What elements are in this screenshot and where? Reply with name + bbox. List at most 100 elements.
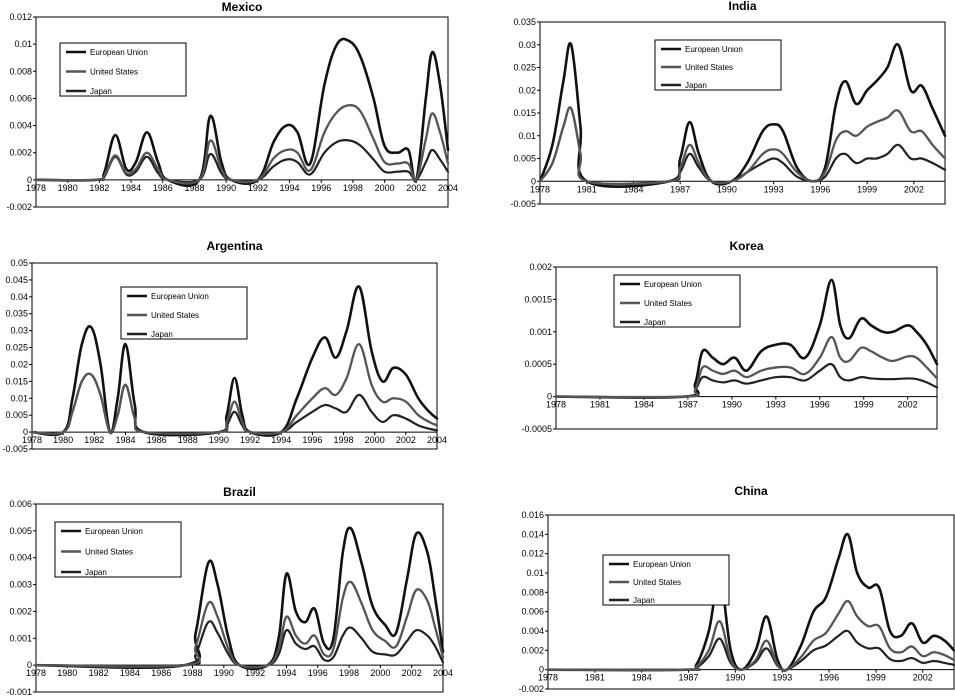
y-tick-label: 0: [27, 175, 32, 185]
x-tick-label: 1988: [183, 668, 203, 678]
y-tick-label: 0.005: [9, 526, 32, 536]
x-tick-label: 1990: [216, 183, 236, 193]
y-tick-label: 0.008: [521, 587, 544, 597]
chart-title: Brazil: [223, 485, 256, 499]
series-line-united-states: [538, 106, 947, 186]
chart-argentina: Argentina -0.005 0 0.005 0.01 0.015 0.02 0.025 0…: [2, 239, 447, 454]
x-tick-label: 1982: [89, 668, 109, 678]
legend-label: United States: [644, 299, 692, 308]
legend-label: European Union: [685, 45, 743, 54]
y-tick-label: 0.0015: [524, 294, 552, 304]
y-tick-label: 0: [547, 392, 552, 402]
y-tick-label: 0.005: [513, 154, 536, 164]
x-tick-label: 1993: [766, 400, 786, 410]
x-tick-label: 1996: [810, 400, 830, 410]
x-tick-label: 1980: [57, 668, 77, 678]
x-tick-label: 2000: [370, 668, 390, 678]
legend: European Union United States Japan: [602, 554, 730, 606]
x-tick-label: 1984: [634, 400, 654, 410]
x-tick-label: 1984: [121, 183, 141, 193]
y-tick-label: -0.005: [2, 444, 28, 454]
y-tick-label: 0.01: [518, 131, 536, 141]
x-tick-label: 1988: [178, 435, 198, 445]
y-tick-label: -0.005: [510, 199, 536, 209]
x-tick-label: 1986: [147, 435, 167, 445]
legend-label: United States: [633, 578, 681, 587]
y-tick-label: 0.016: [521, 510, 544, 520]
x-tick-label: 1993: [772, 673, 792, 683]
y-tick-label: -0.0005: [521, 424, 552, 434]
y-tick-label: 0.006: [9, 93, 32, 103]
x-tick-label: 1990: [209, 435, 229, 445]
x-tick-label: 1982: [89, 183, 109, 193]
series-line-european-union: [34, 37, 450, 188]
x-tick-label: 2004: [427, 435, 447, 445]
x-tick-label: 1999: [857, 184, 877, 194]
x-tick-label: 1984: [120, 668, 140, 678]
x-tick-label: 2002: [898, 400, 918, 410]
legend-label: European Union: [151, 292, 209, 301]
x-tick-label: 1986: [151, 668, 171, 678]
x-tick-label: 1993: [764, 184, 784, 194]
x-tick-label: 2002: [396, 435, 416, 445]
y-tick-label: 0.01: [14, 39, 32, 49]
x-tick-label: 1978: [530, 184, 550, 194]
legend: European Union United States Japan: [54, 521, 182, 578]
x-tick-label: 1994: [276, 668, 296, 678]
y-tick-label: 0: [539, 665, 544, 675]
x-tick-label: 2002: [402, 668, 422, 678]
x-tick-label: 1996: [810, 184, 830, 194]
chart-title: India: [728, 0, 756, 13]
y-tick-label: 0: [27, 660, 32, 670]
plot-area: [31, 262, 438, 450]
x-tick-label: 1996: [308, 668, 328, 678]
legend-label: United States: [685, 63, 733, 72]
legend-label: Japan: [633, 596, 655, 605]
x-tick-label: 1981: [590, 400, 610, 410]
x-tick-label: 2002: [406, 183, 426, 193]
y-tick-label: 0.006: [521, 607, 544, 617]
y-tick-label: 0.002: [521, 645, 544, 655]
series-line-japan: [30, 372, 439, 435]
y-tick-label: 0.03: [10, 326, 28, 336]
legend-label: Japan: [644, 318, 666, 327]
y-tick-label: 0.012: [9, 12, 32, 22]
y-tick-label: 0.02: [518, 85, 536, 95]
series-line-japan: [546, 629, 955, 672]
legend-label: Japan: [85, 568, 107, 577]
y-tick-label: 0.012: [521, 549, 544, 559]
x-tick-label: 1987: [679, 673, 699, 683]
y-tick-label: 0.001: [529, 327, 552, 337]
y-tick-label: -0.001: [6, 687, 32, 697]
chart-india: India -0.005 0 0.005 0.01 0.015 0.02 0.025 0.03 0…: [510, 0, 947, 209]
series-line-european-union: [34, 526, 445, 671]
y-tick-label: 0.001: [9, 633, 32, 643]
y-tick-label: 0.01: [526, 568, 544, 578]
y-tick-label: 0.035: [513, 17, 536, 27]
series-line-united-states: [34, 580, 445, 669]
x-tick-label: 1992: [245, 668, 265, 678]
x-tick-label: 1978: [22, 435, 42, 445]
y-tick-label: 0.002: [9, 148, 32, 158]
chart-brazil: Brazil -0.001 0 0.001 0.002 0.003 0.004 0.005 0.…: [6, 485, 453, 697]
y-tick-label: 0.014: [521, 529, 544, 539]
x-tick-label: 1998: [339, 668, 359, 678]
legend-label: European Union: [90, 48, 148, 57]
legend-label: Japan: [90, 87, 112, 96]
y-tick-label: 0: [23, 427, 28, 437]
chart-title: China: [734, 484, 768, 498]
chart-title: Korea: [729, 239, 763, 253]
y-tick-label: 0.015: [5, 376, 28, 386]
y-tick-label: 0.045: [5, 275, 28, 285]
series-line-united-states: [34, 104, 450, 185]
y-tick-label: 0.005: [5, 410, 28, 420]
x-tick-label: 2002: [913, 673, 933, 683]
y-tick-label: -0.002: [518, 684, 544, 694]
y-tick-label: 0: [531, 176, 536, 186]
legend-label: European Union: [644, 280, 702, 289]
x-tick-label: 1980: [58, 183, 78, 193]
x-tick-label: 2004: [438, 183, 458, 193]
x-tick-label: 1988: [184, 183, 204, 193]
x-tick-label: 1990: [214, 668, 234, 678]
